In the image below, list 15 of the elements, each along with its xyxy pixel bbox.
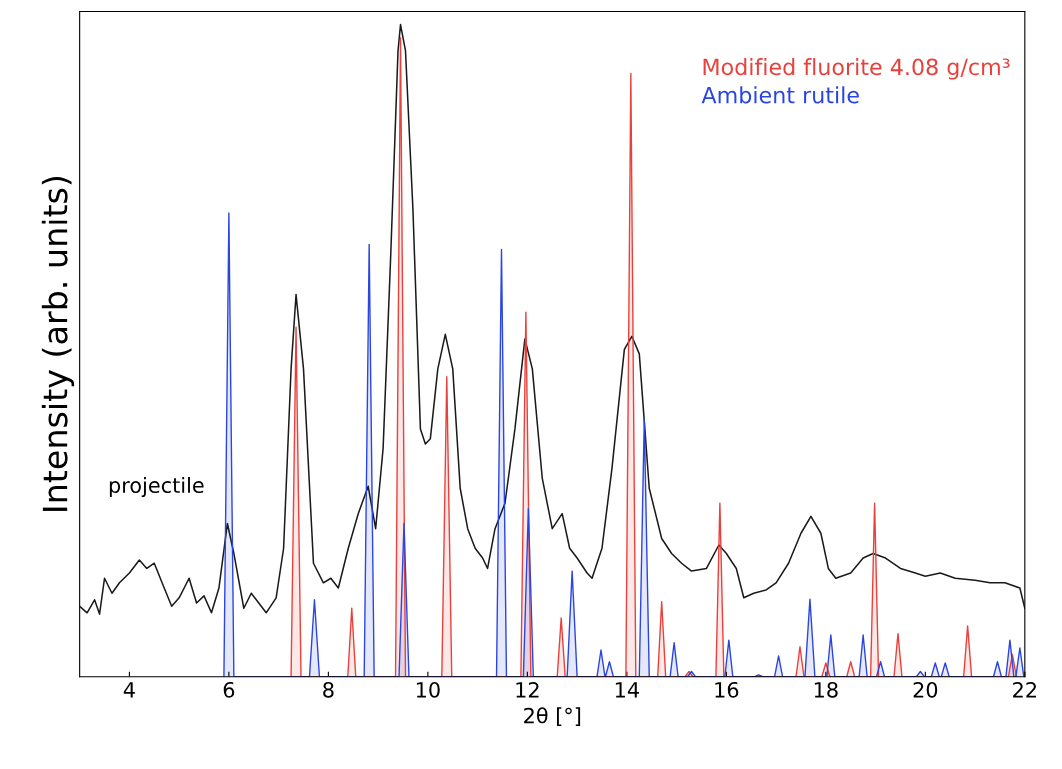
x-tick-label: 4 (123, 682, 135, 698)
x-tick-label: 22 (1013, 681, 1036, 698)
x-axis-title: 2θ [°] (524, 707, 581, 726)
x-tick-label: 6 (223, 681, 235, 698)
x-tick-label: 20 (913, 681, 938, 698)
text: Ambient rutile (701, 86, 859, 104)
x-tick-label: 12 (516, 681, 539, 698)
x-tick-label: 10 (416, 681, 440, 698)
text: Modified fluorite 4.08 g/cm³ (703, 58, 1010, 80)
x-tick-label: 18 (814, 681, 838, 698)
x-tick-label: 14 (615, 682, 639, 698)
x-tick-label: 8 (323, 681, 334, 698)
y-axis-title: Intensity (arb. units) (41, 176, 75, 511)
x-tick-label: 16 (715, 681, 739, 698)
series-label: projectile (109, 476, 204, 498)
